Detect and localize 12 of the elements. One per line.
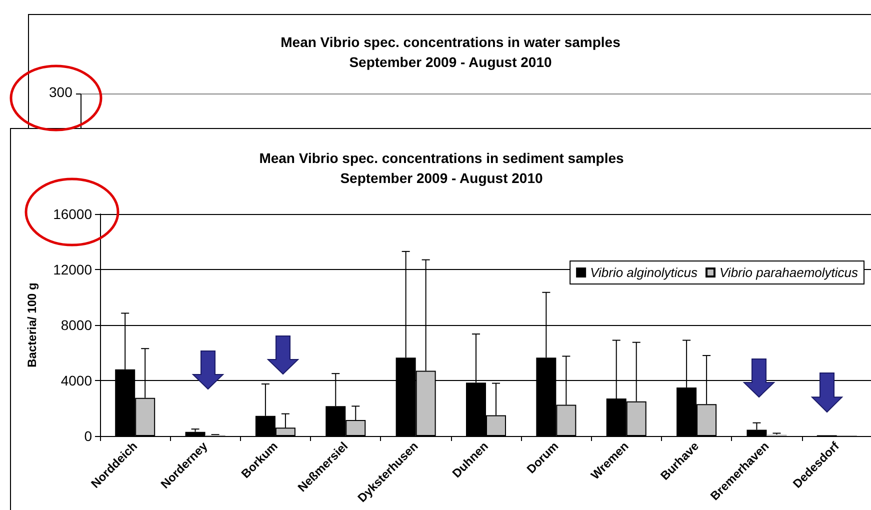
y-tick-label: 12000 [53, 262, 92, 278]
text: Mean Vibrio spec. concentrations in water samples September 2009 - August 2010 [280, 34, 621, 70]
legend-label: Vibrio parahaemolyticus [720, 265, 858, 280]
y-tick-label: 0 [84, 428, 92, 444]
y-axis-title: Bacteria/ 100 g [25, 282, 39, 368]
chart-title: Mean Vibrio spec. concentrations in sediment samples September 2009 - August 2010 [259, 150, 624, 186]
y-tick-label: 16000 [53, 206, 92, 222]
bar [185, 432, 206, 436]
legend-label: Vibrio alginolyticus [590, 265, 698, 280]
text: 300 [49, 84, 73, 100]
y-tick-label: 4000 [60, 372, 92, 388]
y-tick-label: 8000 [60, 317, 92, 333]
